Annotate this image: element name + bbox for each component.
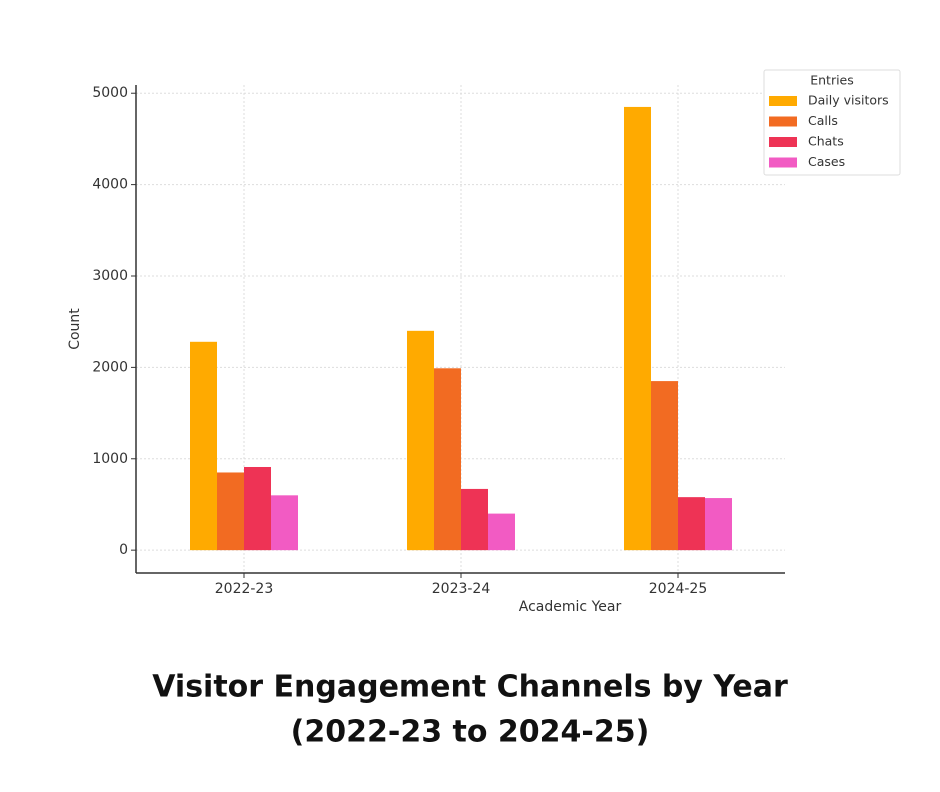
y-axis-label: Count xyxy=(67,308,83,350)
y-tick-label: 1000 xyxy=(92,451,128,467)
x-tick-label: 2023-24 xyxy=(432,581,491,597)
y-tick-label: 4000 xyxy=(92,177,128,193)
legend-label: Chats xyxy=(808,134,844,149)
legend-label: Calls xyxy=(808,113,838,128)
bar xyxy=(434,368,461,551)
y-tick-label: 5000 xyxy=(92,85,128,101)
chart-title: (2022-23 to 2024-25) xyxy=(291,715,650,750)
y-tick-label: 3000 xyxy=(92,268,128,284)
legend-box xyxy=(763,69,901,176)
legend-label: Cases xyxy=(808,154,845,169)
bar xyxy=(488,513,515,551)
bar xyxy=(624,106,651,551)
legend-title: Entries xyxy=(810,73,854,88)
x-tick-label: 2024-25 xyxy=(649,581,708,597)
bar xyxy=(271,495,298,551)
y-tick-label: 2000 xyxy=(92,359,128,375)
x-axis-label: Academic Year xyxy=(519,599,622,615)
bar xyxy=(678,497,705,551)
bar xyxy=(190,341,217,551)
bar xyxy=(651,381,678,551)
bar xyxy=(407,330,434,551)
y-tick-label: 0 xyxy=(119,542,128,558)
bar xyxy=(705,498,732,551)
legend-swatch xyxy=(769,96,797,106)
bar xyxy=(461,488,488,551)
legend-swatch xyxy=(769,116,797,127)
legend-swatch xyxy=(769,157,797,168)
chart-title: Visitor Engagement Channels by Year xyxy=(152,670,788,705)
legend-swatch xyxy=(769,137,797,147)
bar xyxy=(217,472,244,551)
legend-label: Daily visitors xyxy=(808,93,889,108)
x-tick-label: 2022-23 xyxy=(215,581,274,597)
bar xyxy=(244,466,271,551)
